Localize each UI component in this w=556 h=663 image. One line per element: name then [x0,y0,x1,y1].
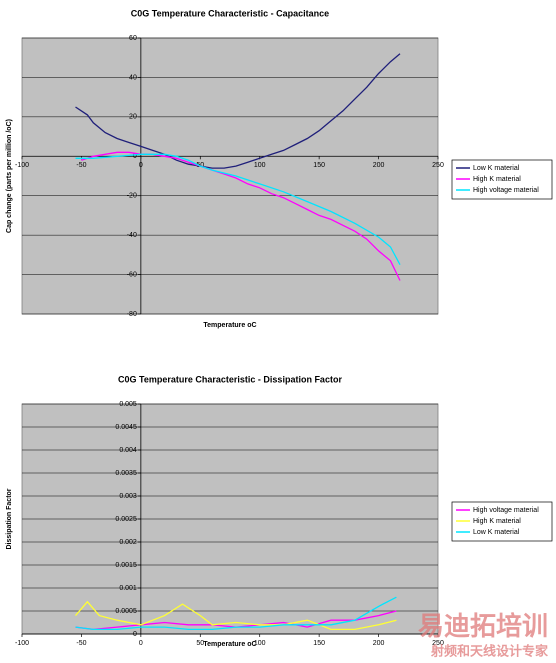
y-tick-label: -20 [127,193,137,200]
x-tick-label: 250 [432,162,444,169]
series-line [75,153,401,266]
legend-label: High K material [473,518,521,525]
x-tick-label: 100 [254,640,266,647]
y-tick-label: 0.0045 [115,424,137,431]
legend-label: High voltage material [473,187,539,194]
series-line [75,53,401,169]
x-tick-label: 100 [254,162,266,169]
watermark-slogan: 射频和天线设计专家 [430,643,549,658]
x-tick-label: 200 [373,640,385,647]
legend-label: High voltage material [473,507,539,514]
series-line [81,151,401,281]
chart: C0G Temperature Characteristic - Capacit… [6,8,553,329]
y-tick-label: 0.005 [119,401,137,408]
x-tick-label: 50 [196,640,204,647]
x-tick-label: -50 [76,640,86,647]
y-tick-label: -60 [127,271,137,278]
x-tick-label: 250 [432,640,444,647]
series-line [75,596,397,631]
legend-label: Low K material [473,165,520,172]
x-tick-label: 150 [313,162,325,169]
y-tick-label: 0.001 [119,585,137,592]
y-tick-label: 0.004 [119,447,137,454]
series-line [75,600,397,631]
y-tick-label: 40 [129,74,137,81]
y-tick-label: 60 [129,35,137,42]
y-tick-label: 0.003 [119,493,137,500]
x-tick-label: -100 [15,640,29,647]
chart-title: C0G Temperature Characteristic - Dissipa… [118,374,342,384]
y-tick-label: -40 [127,232,137,239]
x-tick-label: -50 [76,162,86,169]
y-axis-label: Dissipation Factor [6,488,13,549]
y-tick-label: 0.0035 [115,470,137,477]
watermark-brand: 易迪拓培训 [418,611,548,641]
chart: C0G Temperature Characteristic - Dissipa… [6,374,553,648]
y-axis-label: Cap change (parts per million /oC) [6,119,13,233]
chart-title: C0G Temperature Characteristic - Capacit… [131,8,329,18]
x-tick-label: 0 [139,640,143,647]
y-tick-label: 0.0015 [115,562,137,569]
y-tick-label: 0.0025 [115,516,137,523]
legend-label: High K material [473,176,521,183]
legend-label: Low K material [473,529,520,536]
y-tick-label: 20 [129,114,137,121]
x-axis-label: Temperature oC [203,641,256,648]
y-tick-label: -80 [127,311,137,318]
y-tick-label: 0.002 [119,539,137,546]
x-tick-label: -100 [15,162,29,169]
x-tick-label: 150 [313,640,325,647]
x-axis-label: Temperature oC [203,322,256,329]
y-tick-label: 0.0005 [115,608,137,615]
x-tick-label: 200 [373,162,385,169]
